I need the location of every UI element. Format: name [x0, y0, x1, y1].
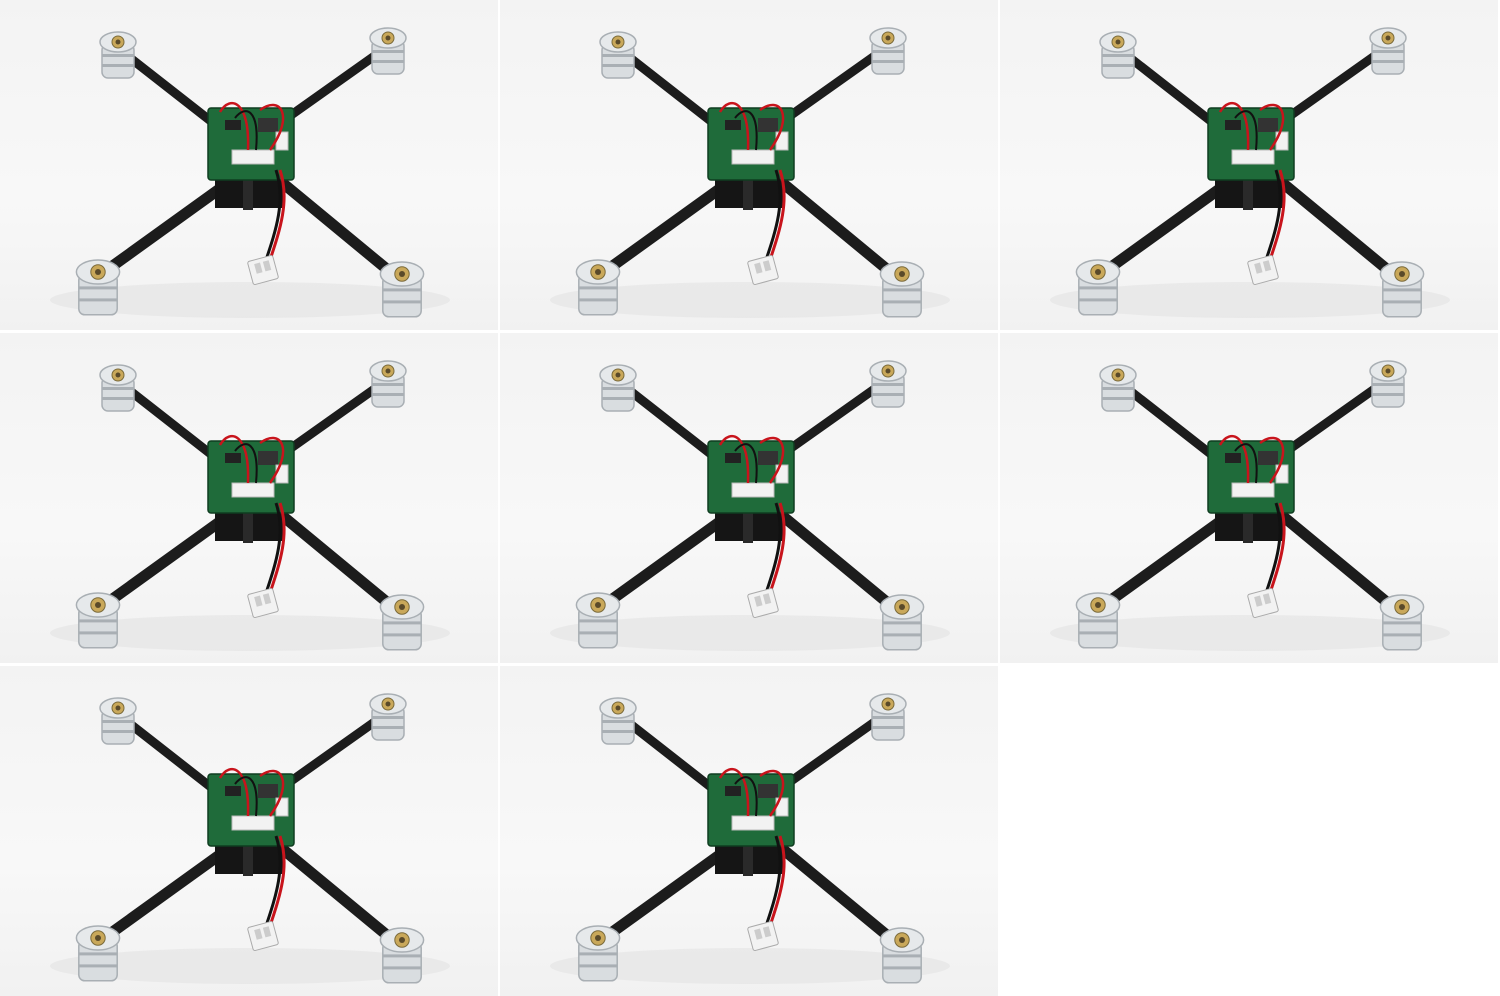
wires	[718, 102, 786, 261]
battery-connector	[747, 587, 779, 619]
shadow	[50, 948, 450, 984]
drone-photo	[0, 0, 498, 330]
motor-mount-front-left	[599, 697, 637, 745]
shadow	[50, 615, 450, 651]
motor-mount-front-left	[1099, 364, 1137, 412]
motor-mount-front-right	[869, 693, 907, 741]
motor-mount-front-left	[599, 364, 637, 412]
wires	[218, 435, 286, 594]
wires	[718, 435, 786, 594]
shadow	[1050, 282, 1450, 318]
wires	[718, 768, 786, 927]
motor-mount-rear-left	[75, 259, 121, 316]
motor-mount-front-left	[99, 364, 137, 412]
drone-photo	[500, 0, 998, 330]
motor-mount-rear-right	[879, 594, 925, 651]
drone-photo	[0, 333, 498, 663]
motor-mount-rear-left	[575, 259, 621, 316]
motor-mount-front-right	[1369, 360, 1407, 408]
motor-mount-front-right	[369, 693, 407, 741]
motor-mount-front-left	[99, 697, 137, 745]
motor-mount-front-right	[369, 27, 407, 75]
motor-mount-front-right	[869, 27, 907, 75]
motor-mount-rear-left	[575, 592, 621, 649]
drone-photo	[1000, 333, 1498, 663]
battery-connector	[1247, 587, 1279, 619]
motor-mount-rear-left	[1075, 259, 1121, 316]
shadow	[50, 282, 450, 318]
motor-mount-front-left	[599, 31, 637, 79]
battery-connector	[1247, 254, 1279, 286]
battery-connector	[747, 254, 779, 286]
motor-mount-rear-left	[75, 925, 121, 982]
battery-connector	[247, 254, 279, 286]
motor-mount-front-right	[1369, 27, 1407, 75]
motor-mount-rear-right	[879, 261, 925, 318]
motor-mount-front-right	[369, 360, 407, 408]
shadow	[550, 948, 950, 984]
shadow	[550, 282, 950, 318]
motor-mount-front-right	[869, 360, 907, 408]
flight-controller-board	[1207, 107, 1295, 181]
drone-photo	[500, 666, 998, 996]
flight-controller-board	[707, 107, 795, 181]
battery-connector	[747, 920, 779, 952]
flight-controller-board	[207, 440, 295, 514]
motor-mount-front-left	[99, 31, 137, 79]
wires	[1218, 435, 1286, 594]
motor-mount-rear-left	[575, 925, 621, 982]
flight-controller-board	[1207, 440, 1295, 514]
wires	[1218, 102, 1286, 261]
wires	[218, 768, 286, 927]
motor-mount-rear-left	[1075, 592, 1121, 649]
shadow	[550, 615, 950, 651]
flight-controller-board	[207, 773, 295, 847]
drone-photo	[0, 666, 498, 996]
motor-mount-rear-right	[1379, 594, 1425, 651]
motor-mount-rear-left	[75, 592, 121, 649]
motor-mount-rear-right	[379, 927, 425, 984]
motor-mount-front-left	[1099, 31, 1137, 79]
flight-controller-board	[707, 440, 795, 514]
drone-photo	[500, 333, 998, 663]
motor-mount-rear-right	[1379, 261, 1425, 318]
shadow	[1050, 615, 1450, 651]
flight-controller-board	[207, 107, 295, 181]
motor-mount-rear-right	[379, 261, 425, 318]
motor-mount-rear-right	[379, 594, 425, 651]
battery-connector	[247, 920, 279, 952]
motor-mount-rear-right	[879, 927, 925, 984]
drone-photo	[1000, 0, 1498, 330]
wires	[218, 102, 286, 261]
battery-connector	[247, 587, 279, 619]
flight-controller-board	[707, 773, 795, 847]
